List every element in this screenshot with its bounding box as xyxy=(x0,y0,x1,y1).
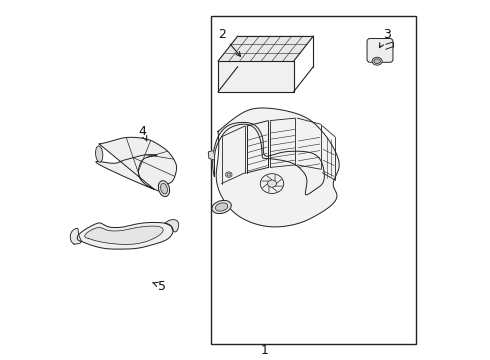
Text: 4: 4 xyxy=(139,125,147,141)
Polygon shape xyxy=(216,108,339,227)
Polygon shape xyxy=(208,150,215,160)
Polygon shape xyxy=(85,226,163,244)
Polygon shape xyxy=(213,122,324,195)
Polygon shape xyxy=(218,36,314,61)
Ellipse shape xyxy=(227,173,231,176)
Text: 3: 3 xyxy=(379,28,391,48)
FancyBboxPatch shape xyxy=(367,39,393,62)
Ellipse shape xyxy=(372,57,382,65)
Ellipse shape xyxy=(225,172,232,177)
Bar xyxy=(211,16,416,344)
Ellipse shape xyxy=(374,59,380,63)
Polygon shape xyxy=(218,61,294,92)
Ellipse shape xyxy=(161,183,168,194)
Text: 1: 1 xyxy=(261,345,269,357)
Polygon shape xyxy=(70,228,81,244)
Polygon shape xyxy=(77,222,173,249)
Ellipse shape xyxy=(216,203,228,211)
Ellipse shape xyxy=(96,146,103,162)
Polygon shape xyxy=(96,137,176,192)
Ellipse shape xyxy=(212,201,231,213)
Text: 5: 5 xyxy=(153,280,166,293)
Polygon shape xyxy=(165,220,178,232)
Ellipse shape xyxy=(268,180,276,187)
Ellipse shape xyxy=(158,181,170,197)
Text: 2: 2 xyxy=(218,28,241,57)
